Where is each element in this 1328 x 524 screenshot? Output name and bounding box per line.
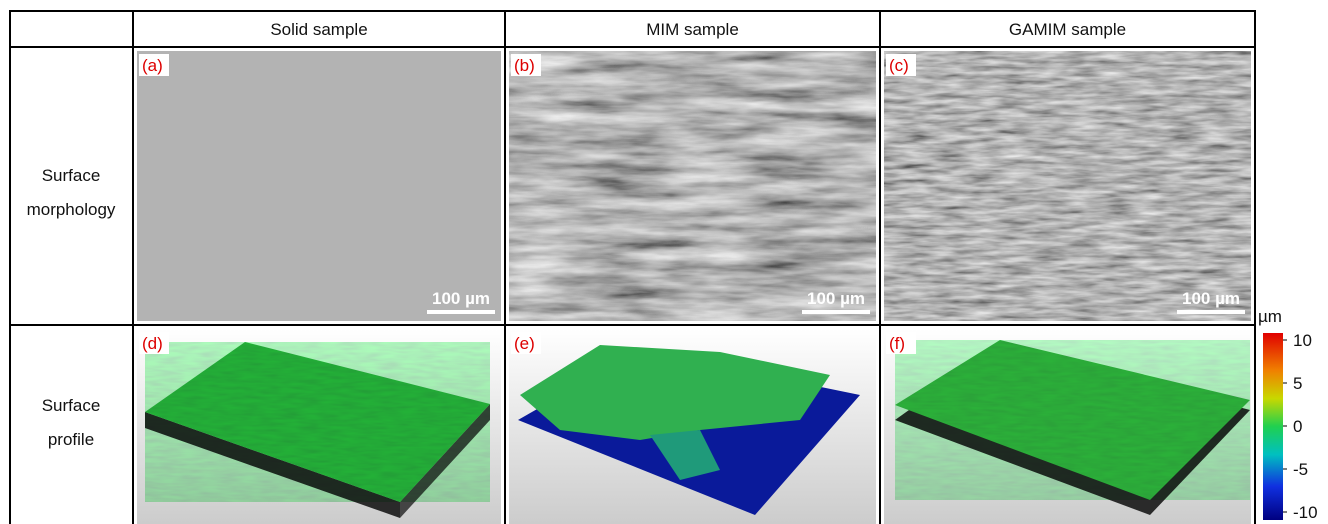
panel-label: (b) xyxy=(514,56,535,75)
panel-label: (f) xyxy=(889,334,905,353)
scale-bar xyxy=(427,310,495,314)
images xyxy=(137,51,1251,524)
panel-label: (d) xyxy=(142,334,163,353)
column-header: MIM sample xyxy=(646,20,739,39)
scale-bar-label: 100 µm xyxy=(807,289,865,308)
colorbar-tick-label: -5 xyxy=(1293,460,1308,479)
scale-bar xyxy=(802,310,870,314)
colorbar-unit: µm xyxy=(1258,307,1282,326)
colorbar-tick-label: 0 xyxy=(1293,417,1302,436)
colorbar-tick-label: 5 xyxy=(1293,374,1302,393)
scale-bar-label: 100 µm xyxy=(432,289,490,308)
scale-bar-label: 100 µm xyxy=(1182,289,1240,308)
scale-bar xyxy=(1177,310,1245,314)
image-b xyxy=(509,51,876,321)
image-a xyxy=(137,51,501,321)
column-header: GAMIM sample xyxy=(1009,20,1126,39)
figure: Solid sample MIM sample GAMIM sample Surfac… xyxy=(0,0,1328,524)
colorbar xyxy=(1263,333,1283,520)
column-header: Solid sample xyxy=(270,20,367,39)
image-c xyxy=(884,51,1251,321)
colorbar-tick-label: 10 xyxy=(1293,331,1312,350)
colorbar-tick-label: -10 xyxy=(1293,503,1318,522)
panel-label: (e) xyxy=(514,334,535,353)
panel-label: (a) xyxy=(142,56,163,75)
panel-label: (c) xyxy=(889,56,909,75)
